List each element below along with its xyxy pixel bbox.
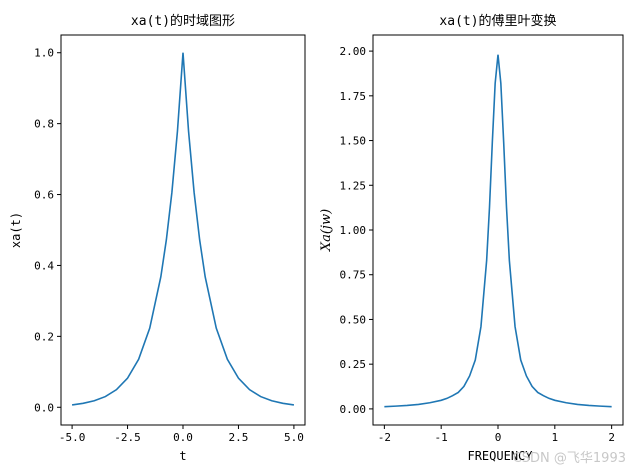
fourier-y-tick-label: 2.00 <box>340 45 367 58</box>
fourier-x-tick-label: -2 <box>378 431 391 444</box>
fourier-x-axis-label: FREQUENCY <box>467 449 533 463</box>
fourier-y-tick-label: 0.50 <box>340 313 367 326</box>
time-domain-y-axis-label: xa(t) <box>9 212 23 248</box>
fourier-y-tick-label: 1.00 <box>340 224 367 237</box>
fourier-y-tick-label: 0.25 <box>340 358 367 371</box>
fourier-y-tick-label: 1.75 <box>340 90 367 103</box>
time-domain-x-tick-label: -2.5 <box>114 431 141 444</box>
time-domain-title: xa(t)的时域图形 <box>131 13 235 29</box>
fourier-y-tick-label: 0.00 <box>340 403 367 416</box>
fourier-y-tick-label: 1.50 <box>340 135 367 148</box>
time-domain-x-axis-label: t <box>179 449 186 463</box>
time-domain-y-tick-label: 0.8 <box>34 118 54 131</box>
time-domain-x-tick-label: 5.0 <box>284 431 304 444</box>
fourier-title: xa(t)的傅里叶变换 <box>439 13 556 29</box>
watermark-text: CSDN @飞华1993 <box>513 451 626 466</box>
time-domain-y-tick-label: 0.2 <box>34 330 54 343</box>
fourier-x-tick-label: -1 <box>435 431 448 444</box>
fourier-x-tick-label: 1 <box>552 431 559 444</box>
time-domain-chart: -5.0 -2.5 0.0 2.5 5.0 0.0 0.2 0.4 0.6 0.8 1.0 xa(… <box>9 13 306 463</box>
fourier-series-line <box>384 54 612 408</box>
fourier-transform-chart: -2 -1 0 1 2 0.00 0.25 0.50 0.75 1.00 1.25 1.50 1.75… <box>319 13 624 463</box>
time-domain-y-tick-label: 0.6 <box>34 189 54 202</box>
time-domain-y-tick-label: 0.4 <box>34 259 54 272</box>
time-domain-plot-area <box>60 34 306 426</box>
time-domain-x-tick-label: -5.0 <box>59 431 86 444</box>
time-domain-series-line <box>71 52 295 406</box>
fourier-x-tick-label: 2 <box>608 431 615 444</box>
fourier-x-tick-label: 0 <box>495 431 502 444</box>
time-domain-y-tick-label: 1.0 <box>34 47 54 60</box>
fourier-y-tick-label: 0.75 <box>340 269 367 282</box>
time-domain-x-tick-label: 2.5 <box>229 431 249 444</box>
time-domain-x-tick-label: 0.0 <box>173 431 193 444</box>
fourier-y-axis-label: Xa(jw) <box>319 209 334 252</box>
fourier-y-tick-label: 1.25 <box>340 179 367 192</box>
time-domain-y-tick-label: 0.0 <box>34 401 54 414</box>
fourier-plot-area <box>372 34 624 426</box>
